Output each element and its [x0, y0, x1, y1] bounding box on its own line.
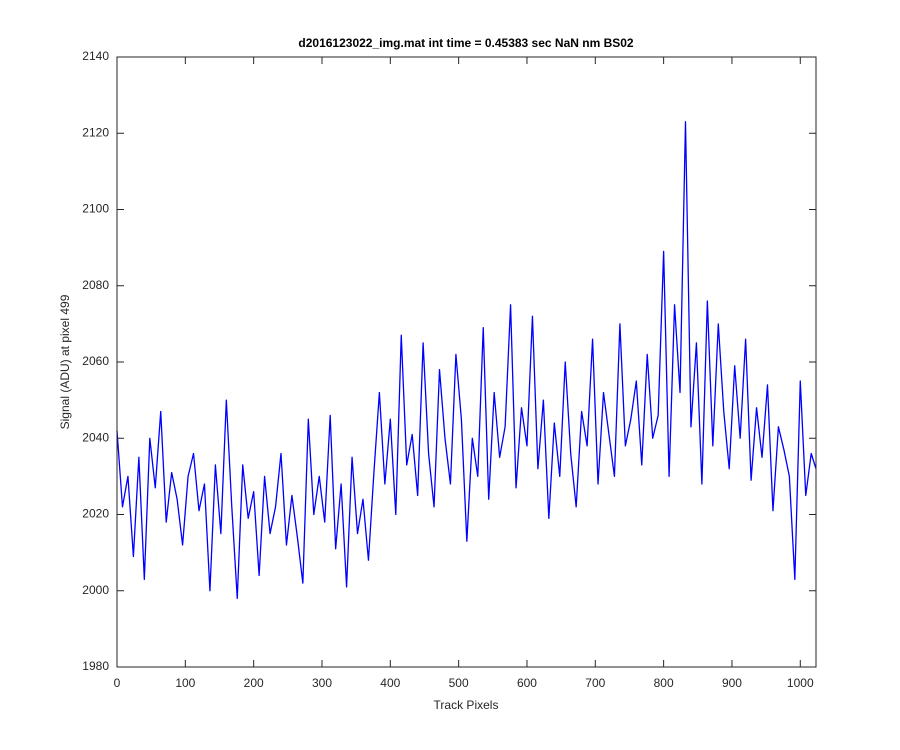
x-tick-label: 400 — [380, 676, 400, 690]
y-tick-label: 2080 — [82, 278, 109, 292]
x-tick-label: 100 — [175, 676, 195, 690]
x-tick-label: 1000 — [787, 676, 814, 690]
y-tick-label: 2100 — [82, 202, 109, 216]
y-tick-label: 2040 — [82, 430, 109, 444]
x-tick-label: 500 — [449, 676, 469, 690]
y-tick-label: 1980 — [82, 659, 109, 673]
x-tick-label: 200 — [244, 676, 264, 690]
x-tick-label: 800 — [654, 676, 674, 690]
chart-title: d2016123022_img.mat int time = 0.45383 s… — [298, 36, 634, 50]
y-tick-label: 2120 — [82, 125, 109, 139]
data-line — [116, 121, 817, 600]
x-tick-label: 900 — [722, 676, 742, 690]
x-tick-label: 700 — [585, 676, 605, 690]
x-tick-label: 600 — [517, 676, 537, 690]
y-tick-label: 2140 — [82, 49, 109, 63]
y-tick-label: 2000 — [82, 583, 109, 597]
plot-frame — [116, 56, 817, 668]
y-tick-label: 2020 — [82, 507, 109, 521]
x-tick-label: 300 — [312, 676, 332, 690]
y-tick-label: 2060 — [82, 354, 109, 368]
x-axis-label: Track Pixels — [434, 698, 499, 712]
x-tick-label: 0 — [114, 676, 121, 690]
y-axis-label: Signal (ADU) at pixel 499 — [58, 294, 72, 429]
